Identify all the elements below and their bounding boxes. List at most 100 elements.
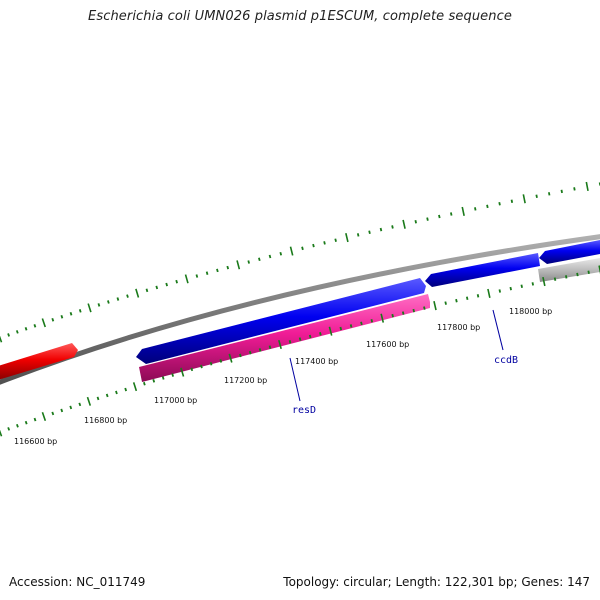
outer-minor-tick — [226, 265, 230, 270]
inner-minor-tick — [7, 427, 11, 431]
scale-label-117400: 117400 bp — [295, 357, 338, 366]
inner-major-tick — [487, 288, 491, 298]
outer-minor-tick — [78, 309, 82, 313]
inner-minor-tick — [190, 367, 194, 372]
inner-minor-tick — [465, 296, 469, 300]
outer-major-tick — [522, 194, 526, 204]
scale-label-117800: 117800 bp — [437, 323, 480, 332]
scale-label-117600: 117600 bp — [366, 340, 409, 349]
inner-minor-tick — [143, 381, 146, 386]
outer-minor-tick — [368, 230, 371, 234]
outer-minor-tick — [486, 204, 489, 209]
inner-minor-tick — [105, 393, 109, 398]
outer-major-tick — [345, 232, 349, 243]
outer-minor-tick — [205, 271, 209, 275]
inner-minor-tick — [16, 423, 19, 428]
outer-minor-tick — [195, 274, 199, 278]
outer-minor-tick — [126, 294, 129, 298]
inner-minor-tick — [33, 417, 37, 422]
outer-minor-tick — [33, 324, 37, 328]
scale-label-118000: 118000 bp — [509, 307, 552, 316]
outer-major-tick — [41, 318, 47, 328]
outer-minor-tick — [438, 214, 441, 219]
outer-major-tick — [461, 206, 465, 216]
inner-major-tick — [278, 339, 282, 350]
outer-minor-tick — [301, 246, 304, 251]
inner-minor-tick — [576, 272, 579, 277]
inner-minor-tick — [531, 282, 535, 286]
inner-minor-tick — [553, 277, 557, 281]
inner-minor-tick — [444, 301, 447, 305]
outer-minor-tick — [7, 333, 10, 337]
inner-major-tick — [41, 411, 47, 422]
inner-minor-tick — [268, 345, 272, 349]
outer-minor-tick — [268, 254, 272, 259]
gene-arrow-blue-ccdB — [425, 253, 540, 287]
resD-callout-line — [289, 357, 301, 402]
inner-minor-tick — [60, 408, 64, 413]
scale-label-117000: 117000 bp — [154, 396, 197, 405]
inner-minor-tick — [319, 332, 322, 336]
outer-minor-tick — [116, 297, 120, 301]
outer-minor-tick — [60, 314, 64, 319]
inner-minor-tick — [339, 326, 343, 331]
accession-label: Accession: NC_011749 — [9, 575, 146, 589]
inner-minor-tick — [423, 306, 426, 310]
inner-major-tick — [380, 313, 385, 323]
outer-minor-tick — [498, 202, 501, 206]
scale-label-116800: 116800 bp — [84, 416, 127, 425]
inner-minor-tick — [370, 319, 374, 323]
outer-major-tick — [289, 246, 294, 256]
inner-minor-tick — [498, 289, 502, 293]
outer-minor-tick — [97, 303, 101, 307]
inner-minor-tick — [124, 387, 128, 392]
inner-minor-tick — [412, 308, 416, 313]
outer-minor-tick — [450, 212, 453, 216]
inner-minor-tick — [587, 270, 590, 275]
outer-minor-tick — [145, 288, 149, 293]
outer-major-tick — [402, 219, 406, 229]
topology-summary-label: Topology: circular; Length: 122,301 bp; … — [283, 575, 590, 589]
outer-major-tick — [135, 288, 140, 298]
outer-minor-tick — [560, 189, 563, 194]
outer-minor-tick — [165, 282, 168, 287]
outer-minor-tick — [334, 238, 337, 242]
scale-label-116600: 116600 bp — [14, 437, 57, 446]
outer-major-tick — [585, 181, 589, 192]
outer-minor-tick — [69, 311, 73, 316]
inner-major-tick — [328, 326, 333, 336]
inner-major-tick — [433, 301, 437, 311]
inner-minor-tick — [161, 376, 165, 380]
outer-minor-tick — [24, 327, 28, 331]
outer-minor-tick — [573, 187, 576, 191]
inner-minor-tick — [360, 321, 363, 326]
inner-minor-tick — [78, 402, 82, 407]
inner-minor-tick — [349, 324, 353, 328]
outer-minor-tick — [312, 243, 315, 248]
scale-label-117200: 117200 bp — [224, 376, 267, 385]
outer-minor-tick — [356, 233, 360, 237]
outer-minor-tick — [279, 251, 283, 256]
outer-major-tick — [87, 303, 92, 313]
inner-minor-tick — [209, 361, 213, 366]
outer-minor-tick — [15, 330, 19, 334]
inner-minor-tick — [308, 334, 312, 339]
inner-minor-tick — [520, 284, 523, 288]
gene-label-ccdB: ccdB — [494, 355, 518, 366]
outer-minor-tick — [510, 199, 514, 204]
outer-minor-tick — [323, 241, 326, 245]
outer-minor-tick — [107, 300, 110, 304]
inner-minor-tick — [96, 396, 100, 401]
gene-label-resD: resD — [292, 405, 316, 416]
inner-major-tick — [132, 382, 138, 392]
inner-major-tick — [228, 353, 233, 363]
inner-minor-tick — [152, 379, 156, 383]
inner-minor-tick — [239, 353, 242, 358]
inner-minor-tick — [298, 337, 302, 341]
outer-minor-tick — [155, 285, 159, 290]
inner-minor-tick — [200, 364, 203, 369]
outer-minor-tick — [414, 219, 417, 224]
inner-major-tick — [598, 265, 600, 275]
outer-minor-tick — [547, 192, 551, 196]
inner-minor-tick — [288, 340, 292, 344]
